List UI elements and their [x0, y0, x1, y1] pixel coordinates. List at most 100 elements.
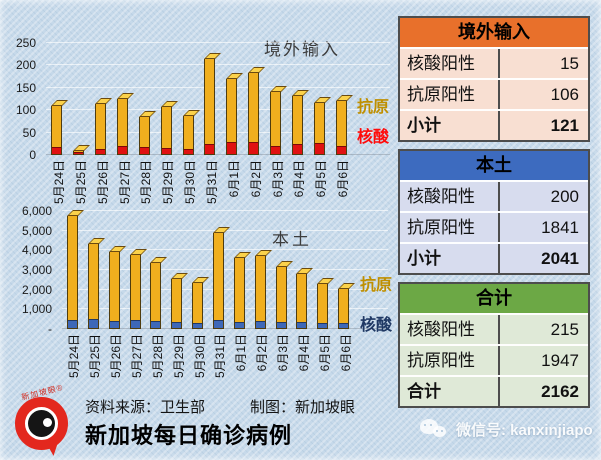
table-cell-label: 核酸阳性	[407, 54, 475, 73]
wechat-badge: 微信号: kanxinjiapo	[420, 417, 593, 441]
bar	[182, 110, 200, 155]
table-cell-label: 抗原阳性	[407, 85, 475, 104]
bar-segment-pcr	[52, 147, 62, 154]
bar-segment-pcr	[67, 320, 77, 328]
bar-segment-antigen	[74, 150, 84, 153]
table-cell-value: 121	[498, 111, 588, 140]
bars-imported	[46, 43, 353, 155]
bar-slot	[208, 211, 230, 329]
bar-segment-antigen	[67, 215, 77, 321]
table-cell-value: 215	[498, 315, 588, 344]
table-row: 合计 2162	[400, 375, 588, 406]
bar-segment-pcr	[172, 322, 182, 328]
table-row: 小计 2041	[400, 242, 588, 273]
gridline	[46, 64, 390, 66]
bar-segment-pcr	[227, 141, 237, 154]
bar-slot	[271, 211, 293, 329]
bar	[338, 282, 356, 329]
table-cell-label: 核酸阳性	[407, 320, 475, 339]
gridline	[46, 131, 390, 133]
bar-slot	[330, 43, 353, 155]
legend-antigen: 抗原	[360, 277, 393, 294]
y-axis-label: 3,000	[21, 263, 52, 277]
bar-segment-antigen	[227, 78, 237, 142]
bar-segment-pcr	[130, 320, 140, 328]
legend-antigen: 抗原	[357, 99, 390, 116]
bar	[270, 85, 288, 155]
bar-segment-pcr	[271, 146, 281, 154]
table-cell-label: 小计	[407, 249, 441, 268]
bar-slot	[250, 211, 272, 329]
bar-segment-antigen	[96, 104, 106, 149]
bar-segment-pcr	[292, 144, 302, 154]
bar	[51, 100, 69, 155]
legend-pcr: 核酸	[360, 317, 393, 334]
x-tick-slot: 5月31日	[208, 332, 229, 394]
bar-segment-pcr	[96, 148, 106, 154]
x-axis-label: 5月28日	[150, 334, 165, 379]
table-cell-value: 2041	[498, 244, 588, 273]
bar-segment-antigen	[109, 252, 119, 322]
bar-segment-pcr	[193, 323, 203, 328]
x-axis-label: 5月25日	[88, 334, 103, 379]
bar-segment-pcr	[336, 146, 346, 154]
bar-slot	[312, 211, 335, 329]
brand-logo: 新加坡眼®	[10, 383, 84, 458]
bar-slot	[265, 43, 288, 155]
bar-segment-pcr	[297, 322, 307, 328]
bar-slot	[145, 211, 168, 329]
bar-top-face	[192, 276, 210, 283]
bar-segment-pcr	[213, 320, 223, 328]
x-axis-label: 5月26日	[109, 334, 124, 379]
bar	[204, 52, 222, 155]
bar-segment-antigen	[161, 107, 171, 149]
table-cell-value: 2162	[498, 377, 588, 406]
bar	[192, 276, 210, 329]
table-row: 抗原阳性 106	[400, 78, 588, 109]
gridline	[62, 269, 388, 270]
gridline	[62, 210, 388, 211]
table-cell-value: 15	[498, 49, 588, 78]
table-cell-label: 小计	[407, 116, 441, 135]
bar-top-face	[108, 246, 126, 253]
bar-slot	[112, 43, 134, 155]
plot-area-imported	[46, 42, 390, 155]
table-header: 本土	[400, 151, 588, 180]
bar-segment-antigen	[249, 73, 259, 143]
chart-title-local: 本土	[272, 230, 312, 249]
table-cell-value: 200	[498, 182, 588, 211]
bar-segment-pcr	[118, 146, 127, 154]
bar-segment-pcr	[314, 143, 324, 154]
x-axis-label: 6月3日	[276, 334, 291, 372]
bar-slot	[166, 211, 189, 329]
bar	[313, 97, 331, 155]
bar-segment-antigen	[292, 95, 302, 145]
bar-segment-antigen	[336, 100, 346, 147]
x-tick-slot: 5月30日	[187, 332, 208, 394]
bar	[66, 209, 84, 329]
bars-local	[62, 209, 356, 329]
bar-top-face	[171, 273, 189, 280]
y-axis-local: 6,000 5,000 4,000 3,000 2,000 1,000 -	[0, 204, 54, 336]
bar	[226, 72, 244, 155]
bar-top-face	[87, 238, 105, 245]
x-axis-label: 5月31日	[213, 334, 228, 379]
y-axis-label: 6,000	[21, 204, 52, 218]
bar-slot	[308, 43, 331, 155]
bar	[138, 110, 156, 155]
x-tick-slot: 6月5日	[312, 332, 333, 394]
bar-segment-antigen	[88, 244, 98, 320]
bar-top-face	[317, 278, 335, 285]
bar-segment-antigen	[234, 258, 244, 322]
gridline	[62, 288, 388, 290]
table-header: 合计	[400, 284, 588, 313]
y-axis-label: 250	[15, 36, 36, 50]
bar-top-face	[66, 209, 84, 216]
bar	[275, 260, 293, 329]
bar	[317, 278, 335, 329]
x-tick-slot: 5月26日	[104, 332, 125, 394]
gridline	[62, 328, 388, 329]
y-axis-label: 100	[15, 103, 36, 118]
bar-top-face	[254, 250, 272, 257]
x-axis-label: 6月2日	[255, 334, 270, 372]
